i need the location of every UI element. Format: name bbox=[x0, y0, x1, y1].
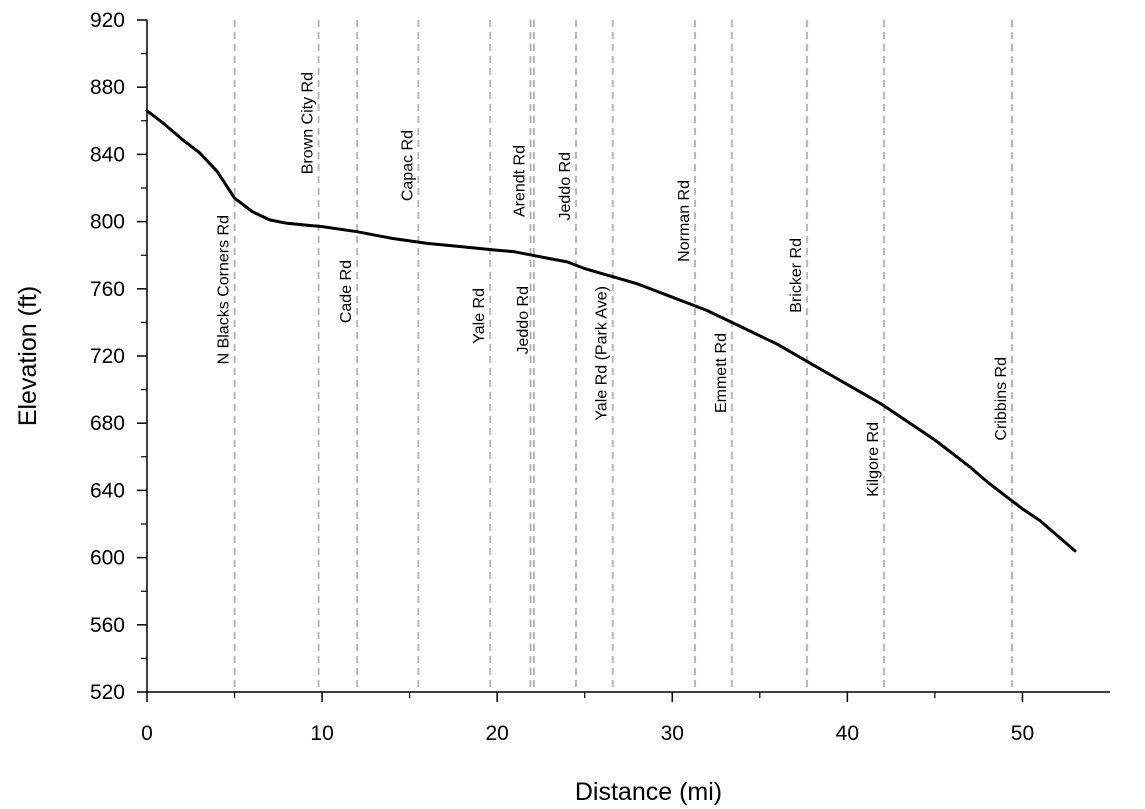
road-marker-label: Capac Rd bbox=[399, 130, 416, 201]
x-tick-label: 20 bbox=[486, 722, 509, 745]
y-tick-label: 920 bbox=[90, 9, 125, 32]
series-layer bbox=[145, 109, 1077, 553]
road-marker-label: N Blacks Corners Rd bbox=[216, 215, 233, 364]
y-tick-label: 640 bbox=[90, 479, 125, 502]
road-marker-label: Cade Rd bbox=[338, 260, 355, 323]
x-axis-title: Distance (mi) bbox=[575, 778, 722, 806]
road-marker-label: Arendt Rd bbox=[511, 145, 528, 217]
y-tick-label: 560 bbox=[90, 614, 125, 637]
road-marker-label: Jeddo Rd bbox=[515, 286, 532, 355]
x-tick-label: 50 bbox=[1011, 722, 1034, 745]
y-axis-ticks: 520 560 600 640 680 720 760 800 840 880 920 bbox=[90, 9, 147, 704]
road-markers: N Blacks Corners Rd Brown City Rd Cade Rd C… bbox=[216, 20, 1013, 692]
road-marker-label: Brown City Rd bbox=[300, 72, 317, 174]
y-tick-label: 760 bbox=[90, 278, 125, 301]
y-tick-label: 720 bbox=[90, 345, 125, 368]
road-marker-label: Jeddo Rd bbox=[557, 152, 574, 221]
road-marker-label: Bricker Rd bbox=[788, 238, 805, 313]
y-tick-label: 520 bbox=[90, 681, 125, 704]
road-marker-label: Kilgore Rd bbox=[865, 422, 882, 497]
x-tick-label: 0 bbox=[141, 722, 153, 745]
x-tick-label: 40 bbox=[836, 722, 859, 745]
road-marker-label: Norman Rd bbox=[676, 180, 693, 262]
y-tick-label: 880 bbox=[90, 76, 125, 99]
y-tick-label: 680 bbox=[90, 412, 125, 435]
y-tick-label: 600 bbox=[90, 547, 125, 570]
road-marker-label: Cribbins Rd bbox=[993, 357, 1010, 441]
x-tick-label: 10 bbox=[310, 722, 333, 745]
road-marker-label: Yale Rd bbox=[471, 288, 488, 344]
road-marker-label: Emmett Rd bbox=[713, 333, 730, 413]
y-tick-label: 840 bbox=[90, 143, 125, 166]
elevation-series-line bbox=[145, 109, 1077, 553]
y-axis-title: Elevation (ft) bbox=[14, 286, 42, 426]
road-marker-label: Yale Rd (Park Ave) bbox=[594, 286, 611, 421]
x-axis-ticks: 0 10 20 30 40 50 bbox=[141, 692, 1034, 745]
y-tick-label: 800 bbox=[90, 211, 125, 234]
axes: 0 10 20 30 40 50 520 560 600 640 680 720 760 800 840 8… bbox=[90, 9, 1110, 745]
x-tick-label: 30 bbox=[661, 722, 684, 745]
